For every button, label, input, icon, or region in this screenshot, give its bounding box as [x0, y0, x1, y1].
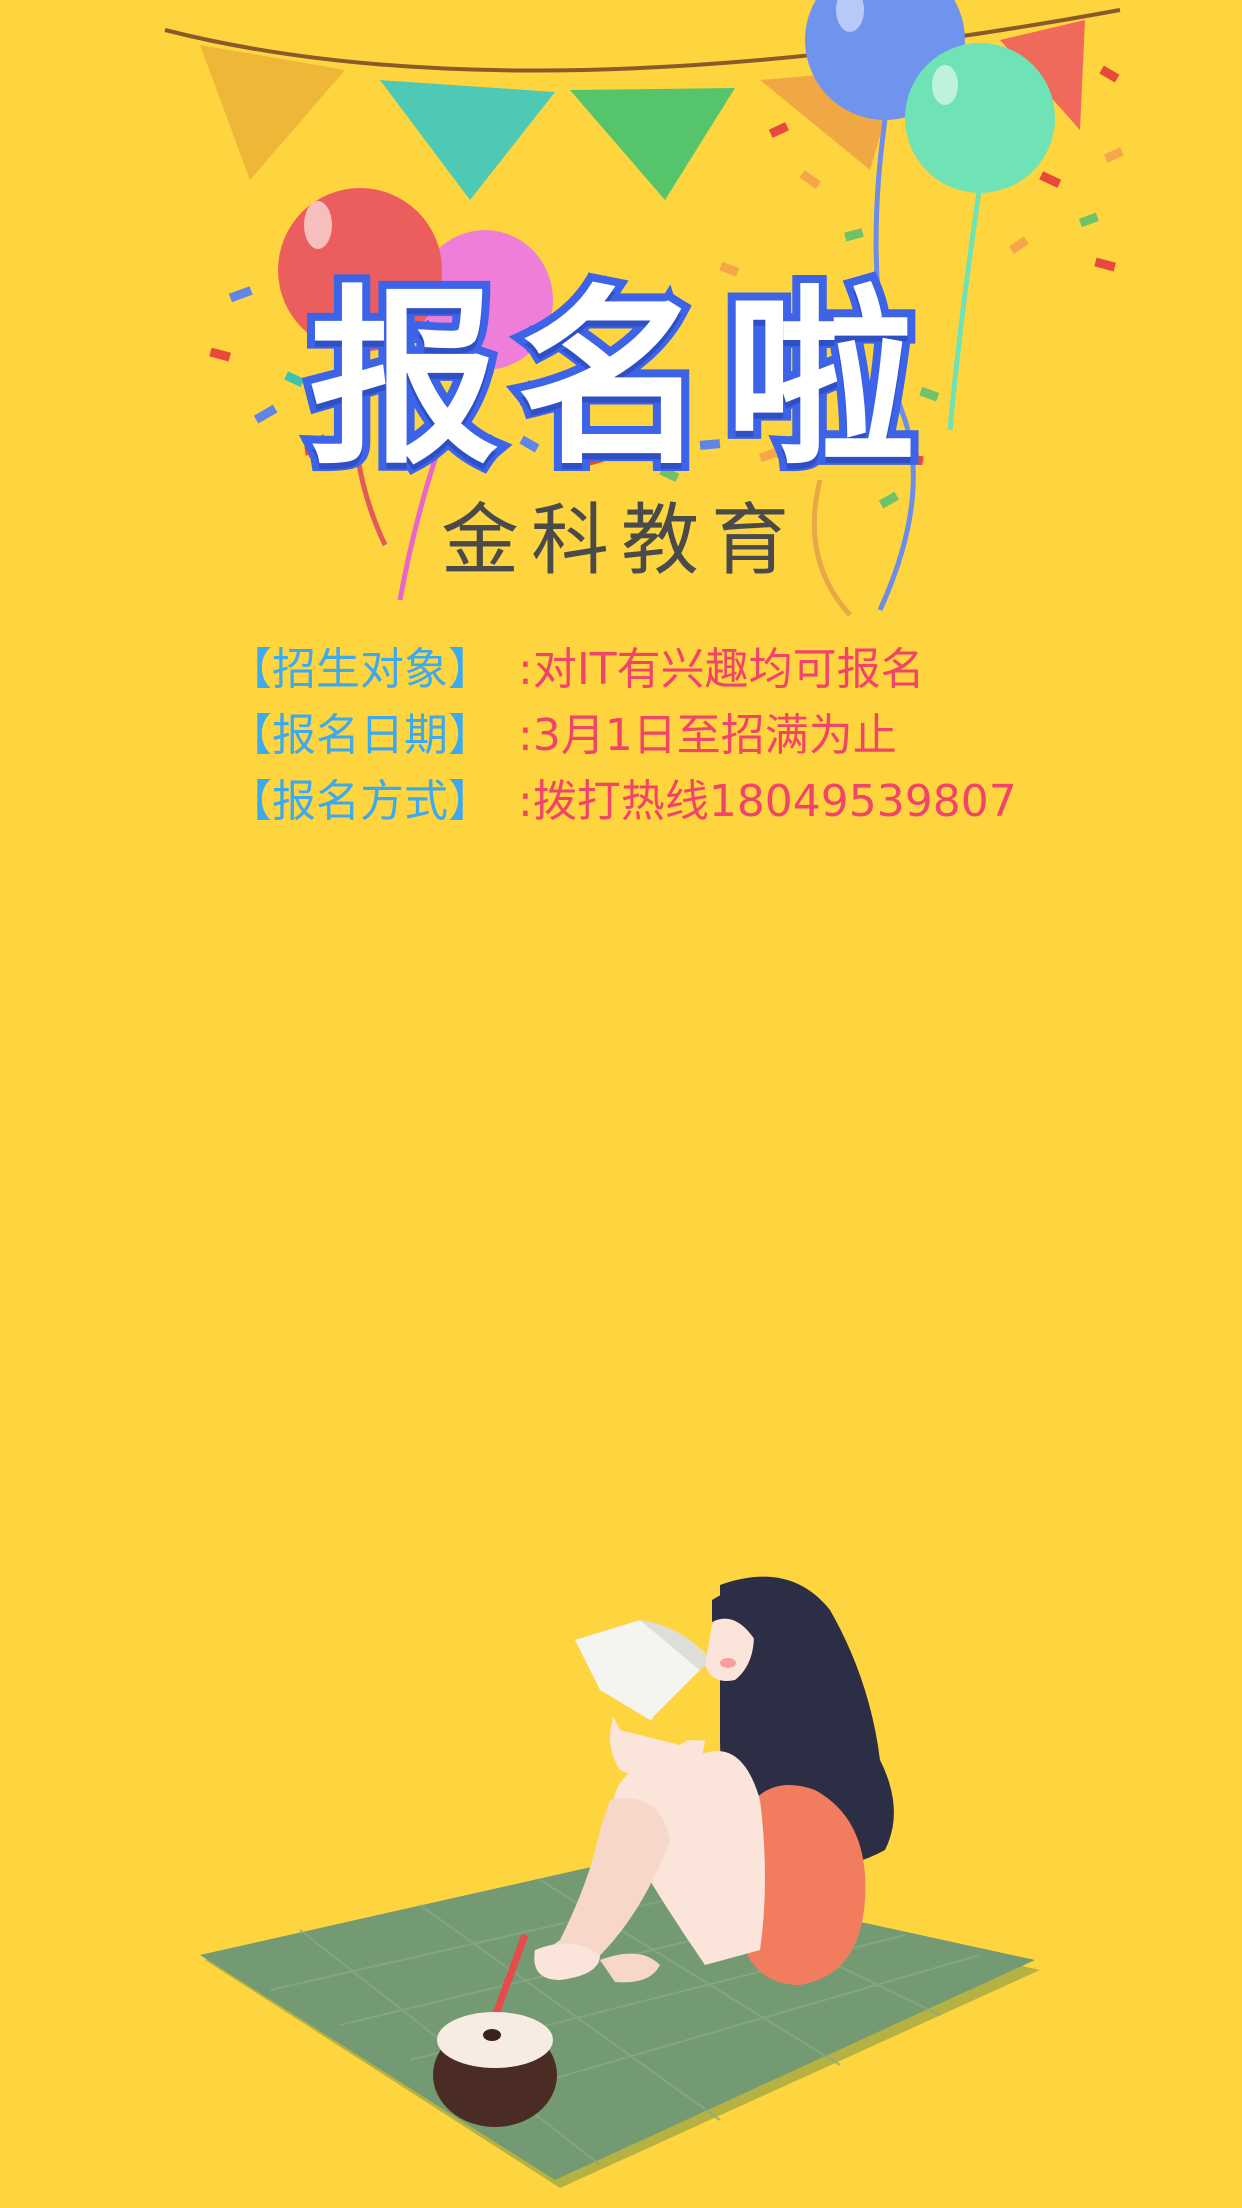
info-row-date: 【报名日期】 :3月1日至招满为止 — [228, 698, 1128, 764]
info-label: 【招生对象】 — [228, 644, 492, 695]
info-list: 【招生对象】 :对IT有兴趣均可报名 【报名日期】 :3月1日至招满为止 【报名… — [228, 632, 1128, 830]
info-label: 【报名方式】 — [228, 776, 492, 827]
brand-name: 金科教育 — [440, 496, 801, 586]
balloon-icon — [278, 188, 442, 352]
coconut-drink-icon — [433, 1933, 557, 2127]
info-row-target: 【招生对象】 :对IT有兴趣均可报名 — [228, 632, 1128, 698]
confetti — [209, 65, 1124, 509]
girl-reading-illustration — [200, 1576, 1040, 2188]
page-title: 报名啦 — [301, 261, 933, 498]
info-row-method: 【报名方式】 :拨打热线18049539807 — [228, 764, 1128, 830]
balloons — [278, 0, 1055, 617]
info-label: 【报名日期】 — [228, 710, 492, 761]
balloon-icon — [417, 230, 553, 370]
info-value: :对IT有兴趣均可报名 — [518, 644, 925, 695]
bunting-flags — [164, 8, 1121, 200]
info-value: :拨打热线18049539807 — [518, 776, 1017, 827]
info-value: :3月1日至招满为止 — [518, 710, 897, 761]
balloon-icon — [905, 43, 1055, 193]
